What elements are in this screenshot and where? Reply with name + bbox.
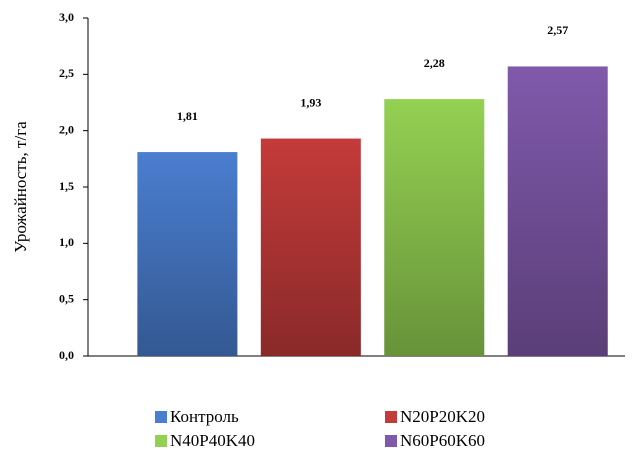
legend-label: Контроль <box>170 407 239 426</box>
bar-shade <box>507 66 608 357</box>
bar-shade <box>260 138 361 356</box>
legend-label: N40P40K40 <box>170 431 255 450</box>
legend-swatch <box>155 435 167 447</box>
value-label: 2,28 <box>424 56 445 70</box>
value-label: 2,57 <box>547 23 568 37</box>
y-tick-label: 0,5 <box>59 291 74 305</box>
legend-label: N60P60K60 <box>400 431 485 450</box>
legend-swatch <box>385 435 397 447</box>
value-label: 1,93 <box>300 95 321 109</box>
bar-shade <box>384 99 485 357</box>
y-tick-label: 1,5 <box>59 179 74 193</box>
y-tick-label: 2,0 <box>59 122 74 136</box>
value-label: 1,81 <box>177 109 198 123</box>
legend-label: N20P20K20 <box>400 407 485 426</box>
y-tick-label: 0,0 <box>59 348 74 362</box>
legend-swatch <box>155 411 167 423</box>
y-axis-label: Урожайность, т/га <box>11 121 30 253</box>
y-tick-label: 1,0 <box>59 235 74 249</box>
legend-swatch <box>385 411 397 423</box>
bar-shade <box>137 152 238 356</box>
y-tick-label: 3,0 <box>59 10 74 24</box>
y-tick-label: 2,5 <box>59 66 74 80</box>
